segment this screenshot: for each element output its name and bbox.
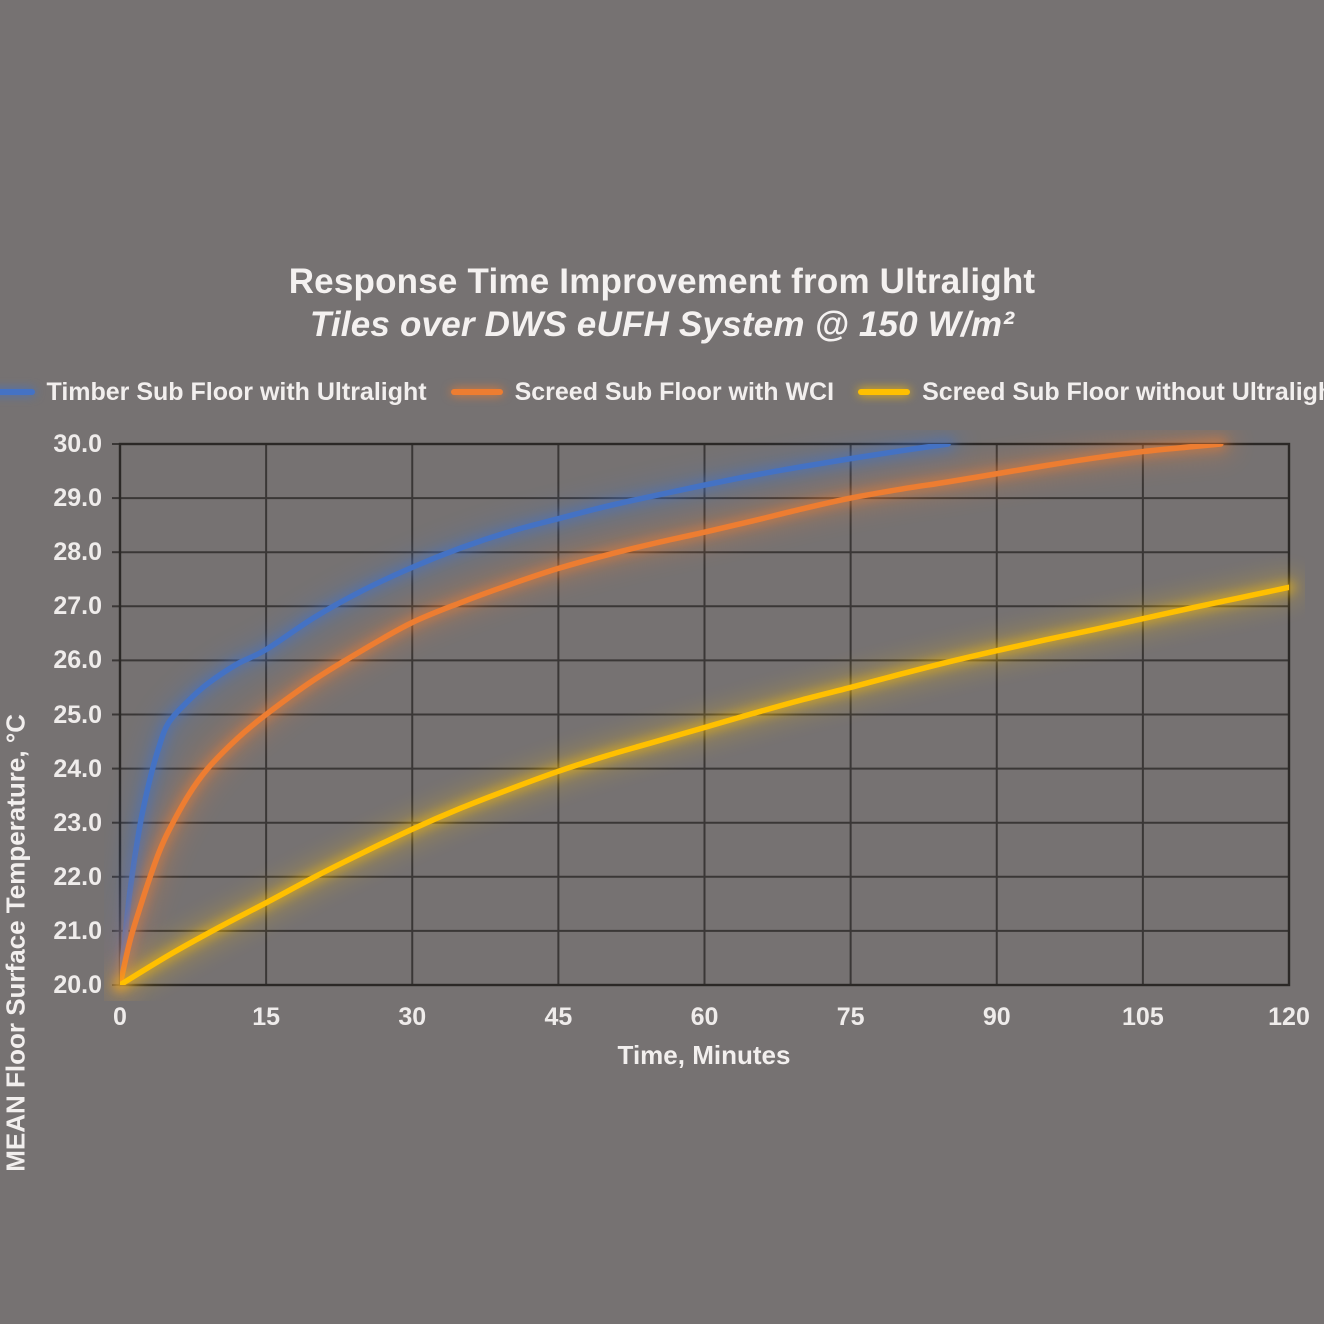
- legend: Timber Sub Floor with Ultralight Screed S…: [0, 376, 1324, 408]
- x-tick-label: 120: [1268, 1003, 1310, 1031]
- legend-item-0: Timber Sub Floor with Ultralight: [0, 378, 427, 407]
- chart-title-line2: Tiles over DWS eUFH System @ 150 W/m²: [309, 305, 1015, 344]
- legend-swatch-icon: [858, 389, 911, 395]
- legend-label: Screed Sub Floor with WCI: [514, 377, 835, 406]
- series-line-1: [120, 444, 1224, 985]
- x-tick-label: 90: [982, 1003, 1011, 1031]
- y-tick-label: 21.0: [53, 916, 102, 945]
- legend-item-2: Screed Sub Floor without Ultralight: [858, 378, 1324, 407]
- plot-border: [118, 442, 1291, 987]
- series-line-2: [120, 584, 1289, 985]
- legend-swatch-icon: [450, 389, 503, 395]
- x-tick-label: 105: [1122, 1003, 1164, 1031]
- x-tick-label: 75: [836, 1003, 865, 1031]
- y-tick-label: 29.0: [53, 484, 102, 513]
- legend-label: Screed Sub Floor without Ultralight: [922, 377, 1324, 406]
- y-tick-label: 30.0: [53, 430, 102, 458]
- y-tick-label: 27.0: [53, 592, 102, 621]
- series-line-0: [120, 444, 951, 985]
- x-tick-label: 15: [252, 1003, 281, 1031]
- chart-title: Response Time Improvement from Ultraligh…: [0, 260, 1324, 346]
- y-tick-label: 28.0: [53, 538, 102, 567]
- y-tick-label: 22.0: [53, 862, 102, 891]
- legend-label: Timber Sub Floor with Ultralight: [46, 377, 427, 406]
- y-tick-label: 25.0: [53, 700, 102, 729]
- y-tick-label: 26.0: [53, 646, 102, 675]
- x-tick-label: 0: [113, 1003, 127, 1031]
- y-tick-label: 23.0: [53, 808, 102, 837]
- x-tick-label: 60: [690, 1003, 719, 1031]
- chart-title-line1: Response Time Improvement from Ultraligh…: [288, 262, 1036, 301]
- y-tick-label: 20.0: [53, 971, 102, 999]
- x-tick-label: 45: [544, 1003, 573, 1031]
- x-tick-label: 30: [398, 1003, 427, 1031]
- legend-item-1: Screed Sub Floor with WCI: [450, 377, 835, 407]
- y-tick-label: 24.0: [53, 754, 102, 783]
- y-axis-title-text: MEAN Floor Surface Temperature, °C: [0, 714, 30, 1172]
- legend-swatch-icon: [0, 389, 35, 395]
- x-axis-title: Time, Minutes: [617, 1040, 791, 1070]
